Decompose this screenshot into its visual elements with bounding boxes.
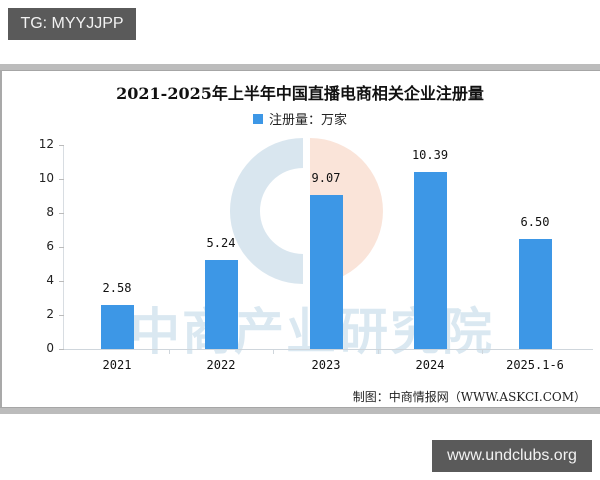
x-tick-label: 2021: [102, 358, 132, 372]
legend-label: 注册量：万家: [268, 113, 347, 128]
y-tick-label: 10: [38, 171, 54, 185]
x-tick-mark: [378, 349, 379, 354]
x-tick-label: 2022: [206, 358, 236, 372]
bar-value-label: 9.07: [311, 170, 341, 185]
y-tick-mark: [59, 349, 64, 350]
x-tick-label: 2024: [415, 358, 445, 372]
bar-2022: [205, 259, 238, 349]
x-tick-mark: [273, 349, 274, 354]
y-tick-label: 6: [46, 239, 54, 253]
bar-2021: [101, 305, 134, 349]
legend-swatch-icon: [252, 113, 263, 124]
y-tick-mark: [59, 315, 64, 316]
bar-value-label: 2.58: [102, 281, 132, 296]
bar-2024: [414, 172, 447, 349]
y-tick-label: 4: [46, 273, 54, 287]
frame-left-border: [0, 70, 2, 407]
x-tick-mark: [482, 349, 483, 354]
frame-bottom-border: [0, 407, 600, 414]
bar-value-label: 5.24: [206, 235, 236, 250]
x-tick-label: 2023: [311, 358, 341, 372]
y-tick-label: 12: [38, 137, 54, 151]
y-tick-mark: [59, 213, 64, 214]
x-tick-label: 2025.1-6: [506, 358, 564, 372]
y-tick-mark: [59, 247, 64, 248]
x-tick-mark: [169, 349, 170, 354]
chart-frame: [0, 64, 600, 414]
bar-2023: [310, 194, 343, 349]
watermark-logo-icon: [229, 138, 383, 284]
watermark-tag-top-left: TG: MYYJJPP: [8, 8, 136, 40]
y-tick-label: 2: [46, 307, 54, 321]
chart-source: 制图：中商情报网（WWW.ASKCI.COM）: [352, 390, 586, 404]
bar-2025.1-6: [519, 238, 552, 349]
bar-value-label: 10.39: [411, 148, 449, 163]
chart-title: 2021-2025年上半年中国直播电商相关企业注册量: [116, 84, 484, 103]
y-tick-mark: [59, 145, 64, 146]
y-tick-label: 8: [46, 205, 54, 219]
chart-legend: 注册量：万家: [0, 109, 600, 128]
y-tick-mark: [59, 281, 64, 282]
frame-top-border: [0, 64, 600, 71]
x-axis: [63, 349, 593, 350]
y-tick-mark: [59, 179, 64, 180]
bar-value-label: 6.50: [520, 214, 550, 229]
watermark-tag-bottom-right: www.undclubs.org: [432, 440, 592, 472]
y-tick-label: 0: [46, 341, 54, 355]
